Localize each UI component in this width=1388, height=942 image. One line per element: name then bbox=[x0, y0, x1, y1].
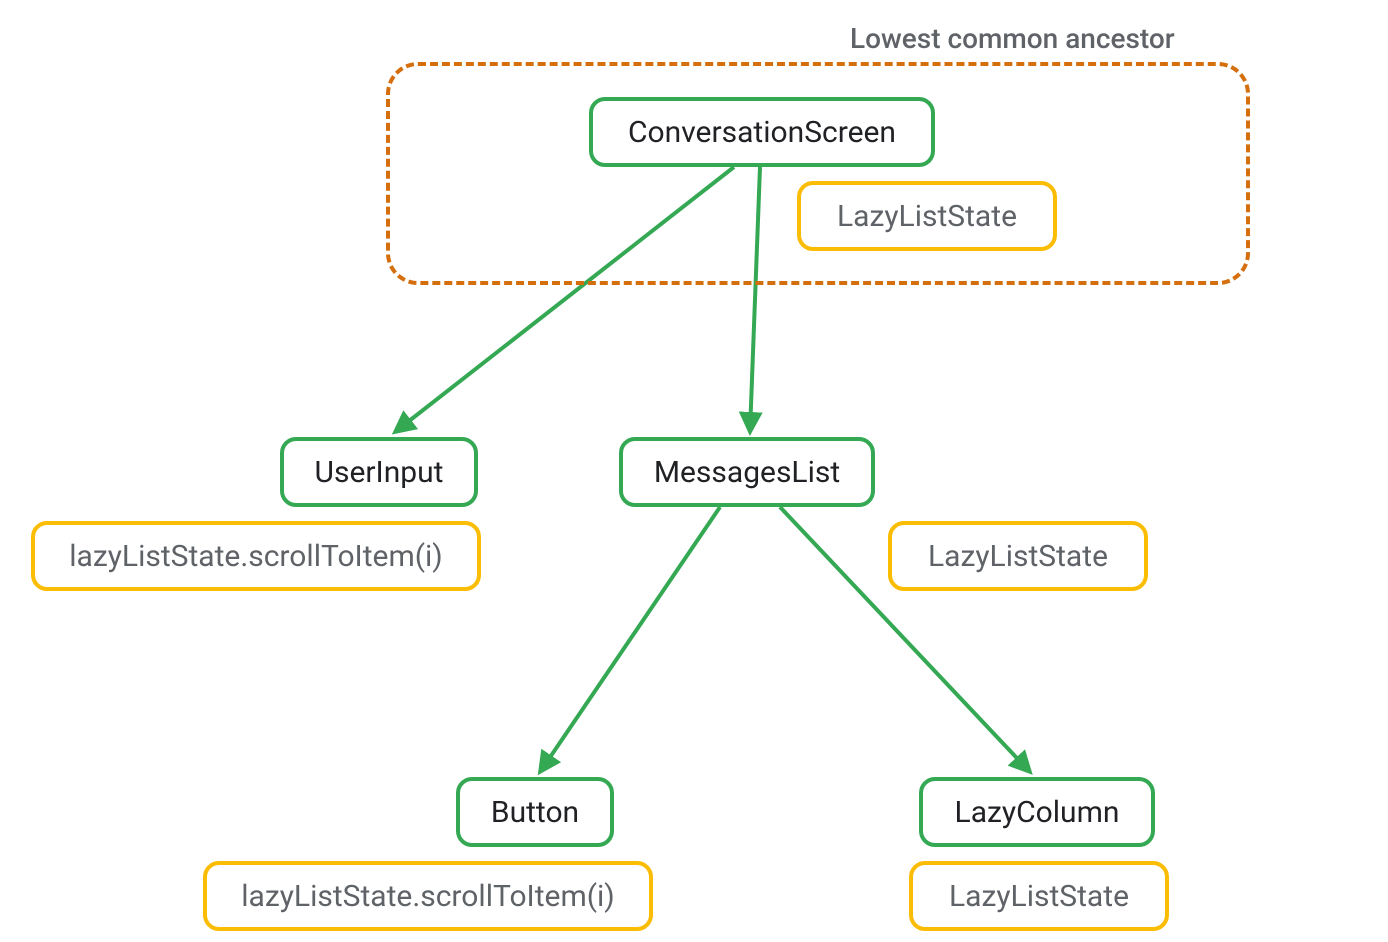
node-messages-list: MessagesList bbox=[619, 437, 875, 507]
node-lazyliststate-2: LazyListState bbox=[888, 521, 1148, 591]
node-user-input: UserInput bbox=[280, 437, 478, 507]
node-conversation-screen: ConversationScreen bbox=[589, 97, 935, 167]
node-lazyliststate-3: LazyListState bbox=[909, 861, 1169, 931]
node-button: Button bbox=[456, 777, 614, 847]
node-scroll-1: lazyListState.scrollToItem(i) bbox=[31, 521, 481, 591]
node-lazy-column: LazyColumn bbox=[919, 777, 1155, 847]
ancestor-label: Lowest common ancestor bbox=[850, 22, 1175, 55]
diagram-container: Lowest common ancestor ConversationScree… bbox=[0, 0, 1388, 942]
edge-messages-list-to-button bbox=[540, 507, 720, 772]
node-lazyliststate-1: LazyListState bbox=[797, 181, 1057, 251]
node-scroll-2: lazyListState.scrollToItem(i) bbox=[203, 861, 653, 931]
ancestor-box bbox=[386, 62, 1250, 285]
